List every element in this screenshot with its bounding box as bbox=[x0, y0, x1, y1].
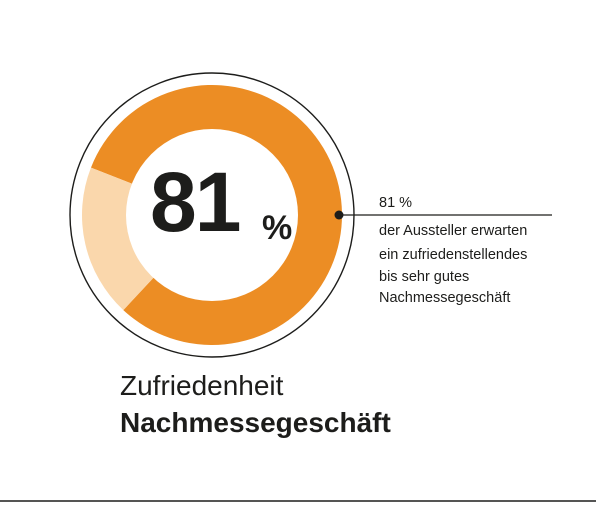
center-value: 81 bbox=[150, 155, 241, 249]
chart-caption-line-2: Nachmessegeschäft bbox=[120, 407, 391, 438]
annotation-line: bis sehr gutes bbox=[379, 269, 470, 285]
annotation-value: 81 % bbox=[379, 195, 413, 211]
center-unit: % bbox=[262, 209, 293, 247]
annotation-line: Nachmessegeschäft bbox=[379, 290, 511, 306]
annotation-line: der Aussteller erwarten bbox=[379, 223, 528, 239]
chart-caption-line-1: Zufriedenheit bbox=[120, 370, 284, 401]
annotation-line: ein zufriedenstellendes bbox=[379, 247, 528, 263]
annotation-dot bbox=[334, 210, 344, 220]
donut-hole bbox=[126, 129, 298, 301]
